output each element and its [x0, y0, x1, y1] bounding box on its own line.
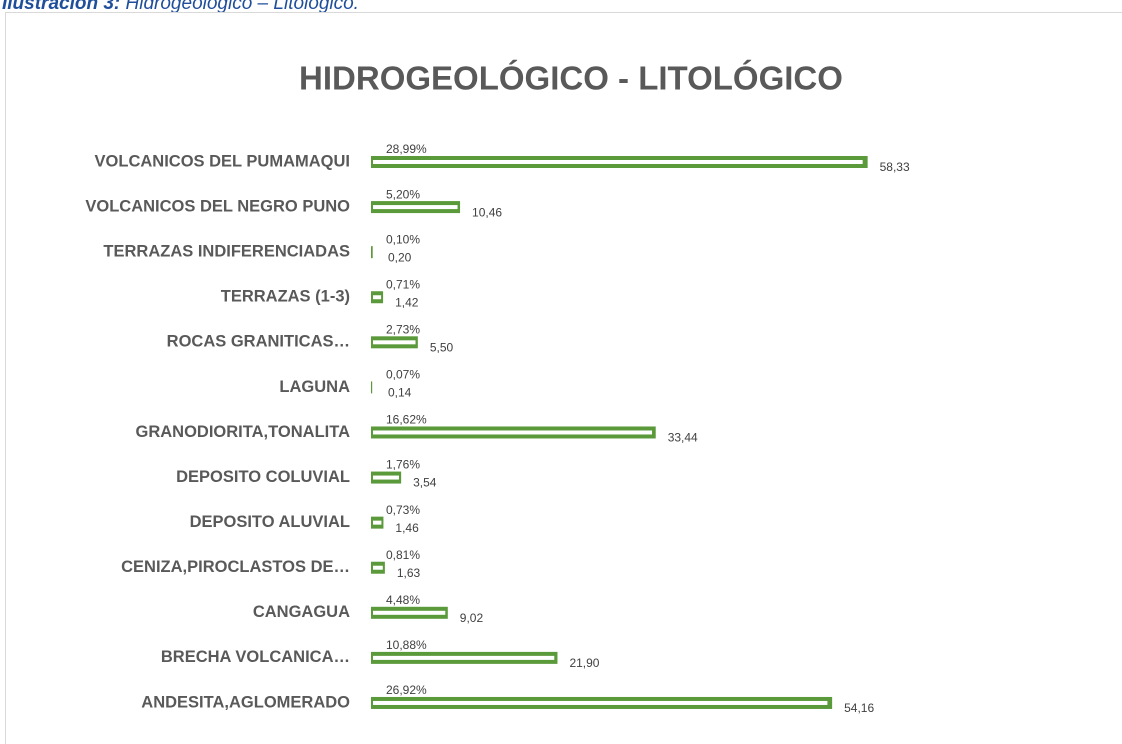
value-label: 58,33 — [880, 160, 910, 174]
value-label: 21,90 — [569, 656, 599, 670]
caption: Ilustración 3: Hidrogeológico – Litológi… — [2, 0, 359, 14]
value-label: 9,02 — [460, 611, 484, 625]
category-label: LAGUNA — [279, 378, 350, 396]
value-label: 1,46 — [395, 521, 419, 535]
percent-bar — [373, 565, 383, 570]
percent-label: 0,10% — [386, 232, 420, 246]
percent-label: 2,73% — [386, 322, 420, 336]
category-label: TERRAZAS INDIFERENCIADAS — [103, 243, 350, 261]
category-label: BRECHA VOLCANICA… — [161, 648, 350, 666]
percent-bar — [373, 160, 863, 164]
category-label: DEPOSITO COLUVIAL — [176, 468, 350, 486]
category-label: CENIZA,PIROCLASTOS DE… — [121, 558, 350, 576]
percent-bar — [373, 295, 382, 300]
percent-label: 0,71% — [386, 277, 420, 291]
category-label: ROCAS GRANITICAS… — [167, 333, 350, 351]
percent-label: 28,99% — [386, 142, 427, 156]
percent-bar — [373, 340, 416, 345]
value-label: 3,54 — [413, 476, 437, 490]
value-label: 33,44 — [668, 431, 698, 445]
percent-label: 16,62% — [386, 413, 427, 427]
percent-label: 4,48% — [386, 593, 420, 607]
percent-label: 0,81% — [386, 548, 420, 562]
caption-text: Hidrogeológico – Litológico. — [126, 0, 359, 14]
percent-label: 5,20% — [386, 187, 420, 201]
value-label: 5,50 — [430, 340, 454, 354]
percent-bar — [373, 520, 382, 525]
percent-bar — [373, 430, 653, 435]
bar — [371, 246, 373, 259]
percent-bar — [373, 475, 399, 480]
bar — [371, 381, 373, 394]
value-label: 1,42 — [395, 295, 419, 309]
percent-label: 26,92% — [386, 683, 427, 697]
category-label: VOLCANICOS DEL PUMAMAQUI — [95, 152, 350, 170]
value-label: 1,63 — [397, 566, 421, 580]
percent-bar — [373, 655, 555, 660]
percent-label: 10,88% — [386, 638, 427, 652]
category-label: GRANODIORITA,TONALITA — [136, 423, 351, 441]
caption-label: Ilustración 3: — [2, 0, 120, 14]
value-label: 0,14 — [388, 386, 412, 400]
category-label: VOLCANICOS DEL NEGRO PUNO — [85, 197, 350, 215]
category-label: TERRAZAS (1-3) — [221, 288, 350, 306]
chart-title: HIDROGEOLÓGICO - LITOLÓGICO — [299, 60, 843, 97]
percent-label: 0,73% — [386, 503, 420, 517]
category-label: ANDESITA,AGLOMERADO — [141, 693, 350, 711]
category-label: CANGAGUA — [253, 603, 350, 621]
value-label: 10,46 — [472, 205, 502, 219]
value-label: 0,20 — [388, 250, 412, 264]
percent-label: 0,07% — [386, 368, 420, 382]
category-label: DEPOSITO ALUVIAL — [190, 513, 350, 531]
chart-frame — [5, 12, 1122, 744]
percent-bar — [373, 205, 458, 210]
percent-label: 1,76% — [386, 458, 420, 472]
percent-bar — [373, 700, 828, 705]
percent-bar — [373, 610, 446, 615]
value-label: 54,16 — [844, 701, 874, 715]
